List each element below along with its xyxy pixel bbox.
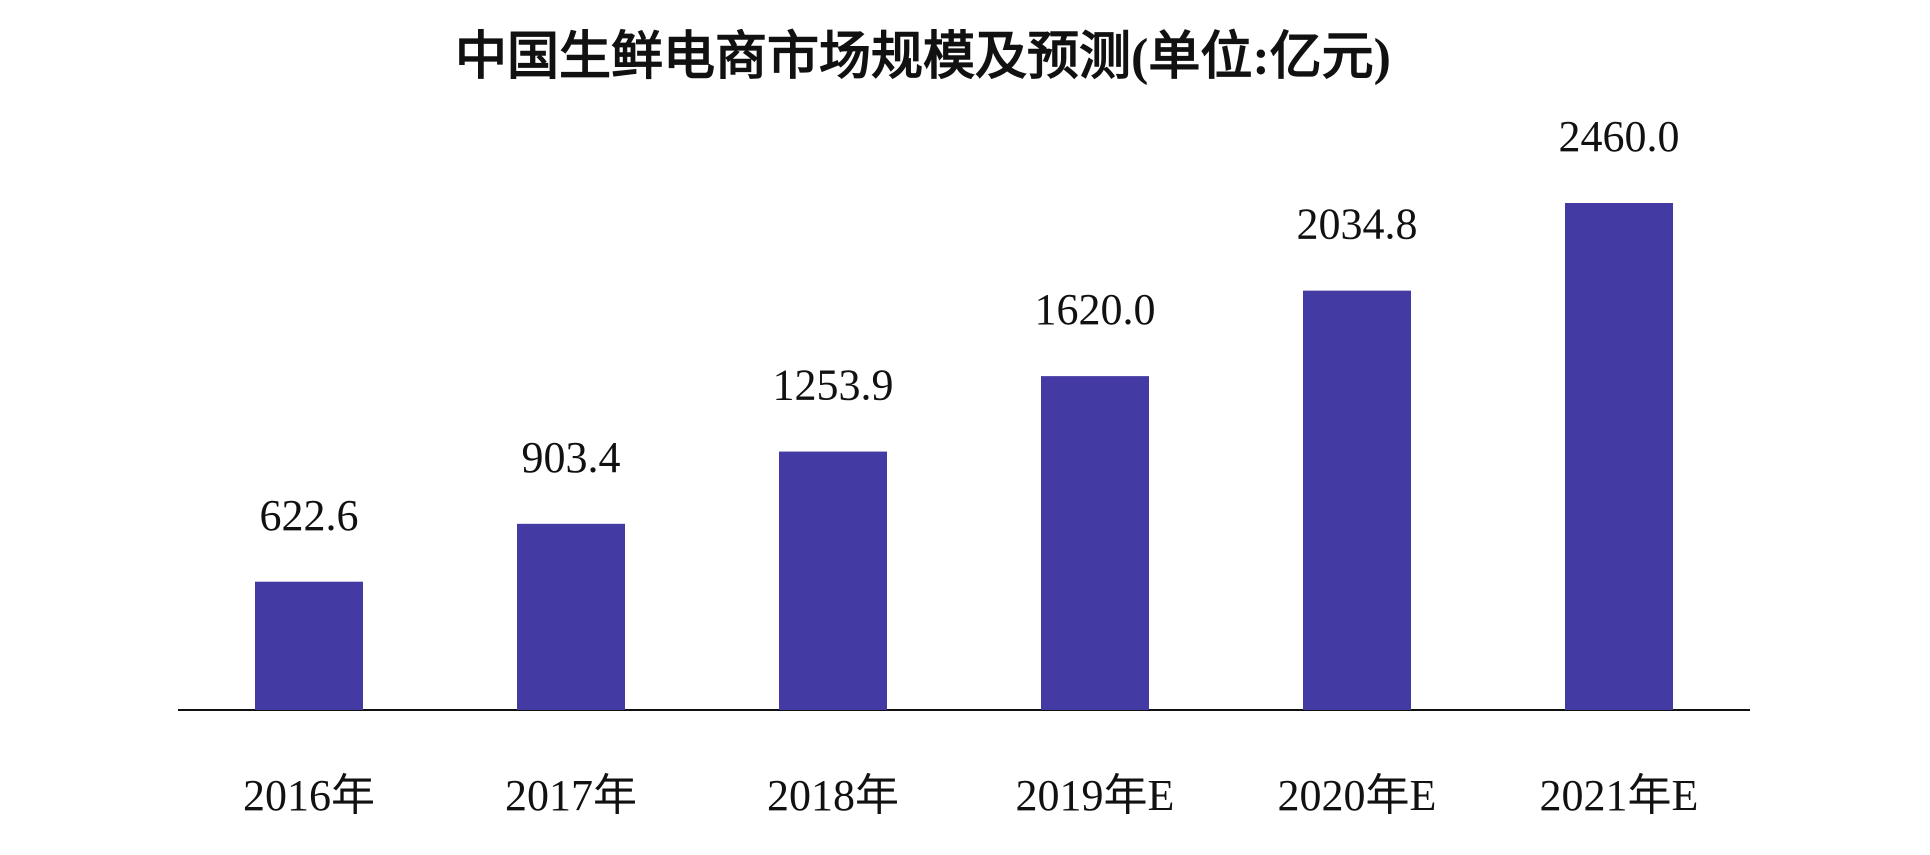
bar — [517, 523, 625, 710]
value-label: 2034.8 — [1297, 200, 1418, 249]
x-tick-label: 2016年 — [243, 771, 375, 820]
value-label: 1253.9 — [773, 361, 894, 410]
x-tick-label: 2021年E — [1540, 771, 1699, 820]
bar — [779, 451, 887, 710]
x-tick-label: 2018年 — [767, 771, 899, 820]
x-tick-label: 2019年E — [1016, 771, 1175, 820]
value-label: 2460.0 — [1559, 112, 1680, 161]
bar — [1303, 290, 1411, 710]
bar — [255, 581, 363, 710]
x-tick-label: 2020年E — [1278, 771, 1437, 820]
value-label: 1620.0 — [1035, 285, 1156, 334]
chart-title: 中国生鲜电商市场规模及预测(单位:亿元) — [455, 28, 1391, 86]
bar — [1041, 376, 1149, 710]
value-label: 622.6 — [260, 491, 359, 540]
x-tick-label: 2017年 — [505, 771, 637, 820]
bar — [1565, 203, 1673, 710]
value-label: 903.4 — [522, 433, 621, 482]
